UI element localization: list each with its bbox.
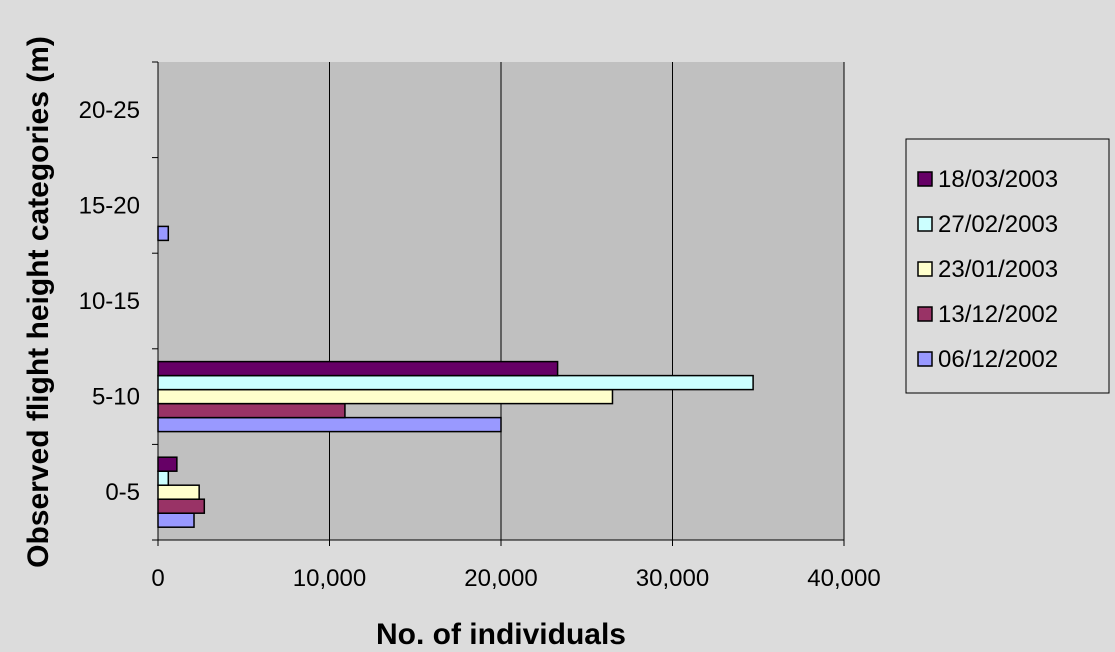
x-tick-label: 10,000: [293, 565, 366, 592]
y-tick-label: 15-20: [79, 192, 140, 219]
x-tick-label: 20,000: [464, 565, 537, 592]
legend-label: 27/02/2003: [938, 211, 1058, 238]
legend-swatch: [917, 216, 933, 232]
bar: [157, 402, 346, 419]
x-tick-label: 40,000: [807, 565, 880, 592]
bar: [157, 512, 195, 528]
y-tick-label: 10-15: [79, 288, 140, 315]
legend-box: [905, 138, 1110, 394]
bar: [157, 498, 206, 514]
bar: [157, 360, 559, 377]
x-axis-title: No. of individuals: [376, 618, 626, 651]
legend-label: 06/12/2002: [938, 346, 1058, 373]
bars: [157, 225, 754, 528]
bar: [157, 470, 170, 486]
x-tick-label: 0: [151, 565, 164, 592]
y-tick-labels: 0-5 5-10 10-15 15-20 20-25: [79, 97, 140, 506]
bar: [157, 456, 178, 472]
legend-label: 13/12/2002: [938, 301, 1058, 328]
bar: [157, 416, 502, 433]
y-ticks: [152, 61, 158, 541]
bar: [157, 225, 170, 242]
bar: [157, 374, 754, 391]
y-axis-title: Observed flight height categories (m): [22, 36, 55, 568]
legend-items: 18/03/2003 27/02/2003 23/01/2003 13/12/2002…: [917, 166, 1058, 373]
y-tick-label: 20-25: [79, 97, 140, 124]
legend-label: 23/01/2003: [938, 256, 1058, 283]
legend: 18/03/2003 27/02/2003 23/01/2003 13/12/2002…: [905, 138, 1110, 394]
gridlines: [329, 62, 845, 540]
bar: [157, 388, 614, 405]
x-tick-labels: 0 10,000 20,000 30,000 40,000: [151, 565, 880, 592]
x-ticks: [157, 540, 845, 546]
y-tick-label: 0-5: [105, 479, 140, 506]
bar: [157, 484, 200, 500]
legend-label: 18/03/2003: [938, 166, 1058, 193]
y-tick-label: 5-10: [92, 384, 140, 411]
legend-swatch: [917, 261, 933, 277]
x-tick-label: 30,000: [636, 565, 709, 592]
legend-swatch: [917, 306, 933, 322]
legend-swatch: [917, 171, 933, 187]
legend-swatch: [917, 351, 933, 367]
